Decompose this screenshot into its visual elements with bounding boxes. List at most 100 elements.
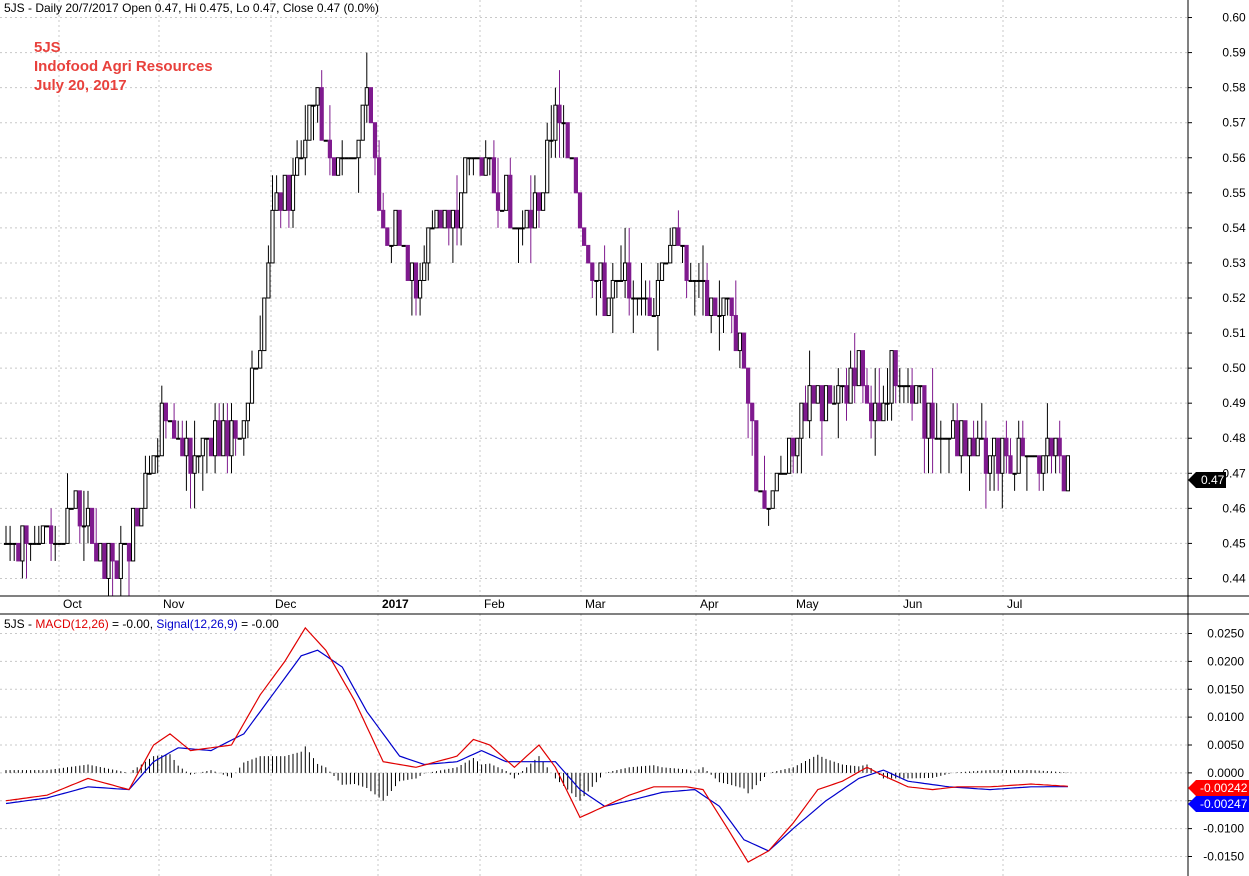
candle-body: [647, 297, 652, 317]
price-candle: [1008, 438, 1013, 474]
candle-body: [491, 157, 496, 194]
price-candle: [500, 209, 505, 212]
candle-body: [114, 560, 119, 579]
candle-body: [1033, 455, 1038, 458]
candle-body: [233, 420, 238, 439]
price-candle: [180, 420, 185, 457]
candle-body: [110, 542, 115, 562]
candle-body: [733, 315, 738, 352]
candle-body: [787, 437, 792, 474]
candle-body: [368, 87, 373, 124]
price-candle: [639, 262, 644, 316]
candle-body: [192, 455, 197, 474]
price-candle: [3, 525, 9, 545]
price-candle: [811, 385, 816, 404]
candle-body: [143, 472, 148, 509]
candle-body: [811, 385, 816, 404]
candle-body: [910, 385, 915, 404]
candle-body: [303, 139, 308, 159]
candle-body: [864, 385, 870, 404]
candle-body: [102, 542, 107, 579]
month-label: Apr: [700, 597, 719, 611]
candle-body: [430, 227, 435, 230]
candle-body: [561, 122, 566, 125]
candle-body: [930, 402, 935, 439]
price-candle: [24, 525, 29, 579]
signal-last-label: -0.00247: [1200, 797, 1248, 811]
candle-body: [877, 402, 882, 422]
candle-body: [118, 542, 123, 579]
candle-body: [467, 157, 472, 160]
price-candle: [442, 209, 447, 229]
candle-body: [356, 139, 361, 159]
price-tick-label: 0.54: [1222, 221, 1246, 235]
candle-body: [504, 174, 509, 211]
candle-body: [1041, 455, 1046, 474]
price-candle: [631, 280, 636, 334]
price-tick-label: 0.59: [1222, 46, 1246, 60]
candle-body: [307, 104, 312, 141]
candle-body: [323, 139, 328, 142]
price-candle: [766, 507, 771, 526]
price-candle: [372, 122, 378, 176]
price-candle: [680, 244, 685, 263]
candle-body: [65, 507, 70, 544]
price-candle: [524, 209, 529, 229]
candle-body: [385, 227, 390, 246]
price-candle: [323, 139, 328, 142]
candle-body: [557, 104, 562, 124]
price-candle: [692, 279, 697, 316]
candle-body: [1008, 455, 1013, 474]
candle-body: [176, 437, 181, 440]
price-tick-label: 0.46: [1222, 501, 1246, 515]
price-candle: [553, 87, 558, 158]
price-tick-label: 0.56: [1222, 151, 1246, 165]
price-candle: [307, 104, 312, 141]
candle-body: [807, 385, 812, 422]
price-candle: [196, 455, 201, 474]
price-candle: [40, 525, 45, 544]
candle-body: [598, 262, 603, 281]
month-label: 2017: [382, 597, 409, 611]
price-candle: [110, 542, 115, 596]
candle-body: [77, 490, 82, 527]
price-candle: [746, 367, 751, 439]
price-candle: [208, 437, 214, 457]
signal-last-marker: -0.00247: [1188, 796, 1249, 812]
price-candle: [1049, 437, 1054, 474]
candle-body: [344, 157, 349, 160]
price-candle: [967, 437, 972, 491]
candle-body: [819, 385, 824, 422]
candle-body: [500, 209, 505, 212]
price-candle: [1065, 455, 1071, 492]
candle-body: [729, 297, 734, 317]
candle-body: [635, 297, 640, 300]
price-candle: [520, 210, 525, 246]
price-candle: [815, 385, 820, 404]
price-candle: [844, 368, 849, 421]
price-candle: [274, 175, 279, 211]
price-candle: [914, 385, 919, 404]
candle-body: [327, 139, 332, 159]
candle-body: [434, 209, 439, 229]
candle-body: [422, 262, 427, 281]
price-candle: [934, 403, 939, 440]
candle-body: [237, 437, 242, 440]
price-candle: [635, 297, 640, 316]
candle-body: [594, 279, 599, 282]
price-candle: [487, 157, 492, 176]
price-candle: [787, 437, 792, 474]
price-candle: [705, 262, 710, 317]
candle-body: [971, 437, 976, 457]
price-candle: [512, 227, 517, 230]
price-candle: [541, 192, 546, 211]
candle-body: [131, 507, 136, 562]
candle-body: [618, 279, 624, 282]
candle-body: [778, 472, 783, 475]
price-candle: [118, 525, 123, 596]
annotation-company: Indofood Agri Resources: [34, 58, 213, 75]
price-candle: [360, 104, 365, 141]
candle-body: [1000, 437, 1005, 474]
price-candle: [795, 437, 800, 474]
price-candle: [221, 403, 226, 457]
